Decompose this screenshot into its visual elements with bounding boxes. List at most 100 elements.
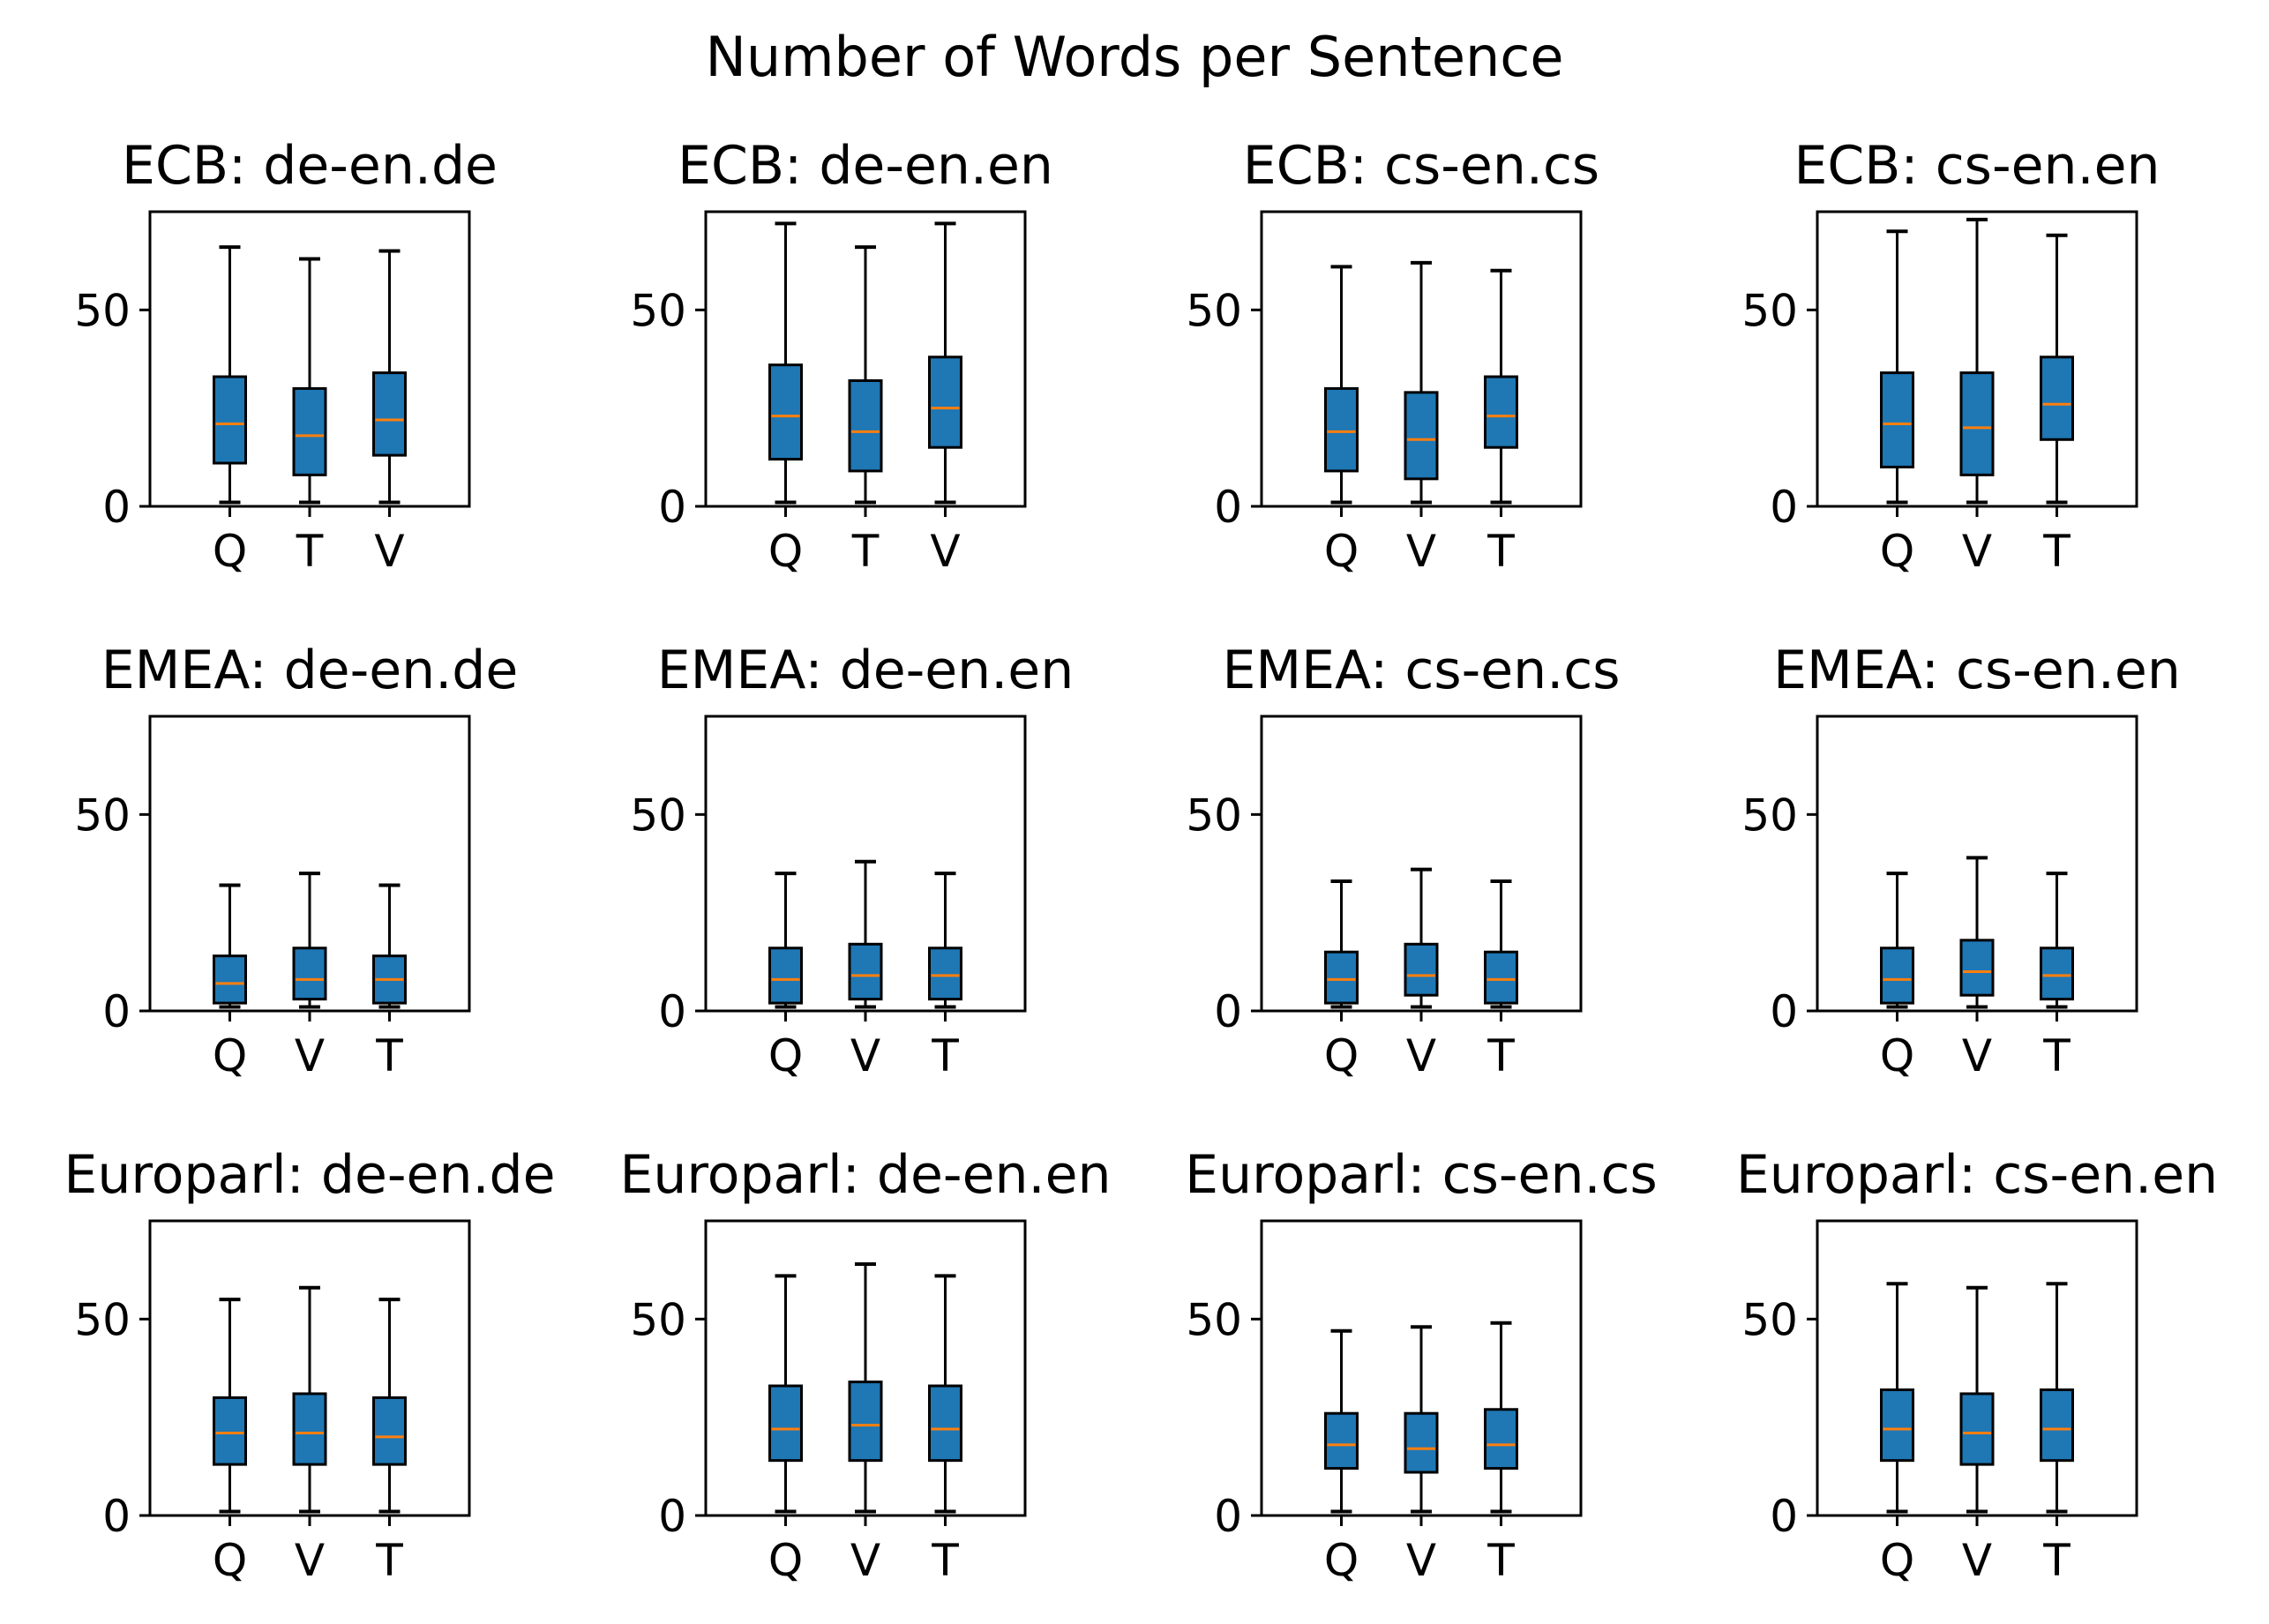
x-tick-label: Q	[213, 1030, 247, 1081]
subplot-title: EMEA: de-en.de	[101, 640, 519, 701]
y-tick-label: 0	[658, 482, 686, 533]
axes-frame	[704, 715, 1027, 1013]
x-tick-label: V	[1962, 1535, 1992, 1586]
y-tick-label: 0	[1770, 986, 1798, 1037]
y-tick-label: 50	[1741, 285, 1798, 336]
axes-frame	[1816, 210, 2138, 508]
subplot-1: ECB: de-en.de 0 50 Q T V	[74, 135, 498, 577]
subplot-title: EMEA: de-en.en	[657, 640, 1074, 701]
box-V	[1404, 867, 1439, 1009]
subplot-6: EMEA: de-en.en 0 50 Q V T	[630, 640, 1074, 1081]
x-tick-label: Q	[1324, 1030, 1359, 1081]
x-tick-label: T	[375, 1535, 403, 1586]
box-body	[1324, 950, 1359, 1005]
box-body	[1404, 1411, 1439, 1474]
subplot-title: EMEA: cs-en.cs	[1222, 640, 1620, 701]
axes-frame	[704, 210, 1027, 508]
box-body	[1484, 375, 1518, 449]
subplot-title: Europarl: de-en.de	[64, 1144, 555, 1206]
subplot-12: Europarl: cs-en.en 0 50 Q V T	[1736, 1144, 2218, 1586]
y-tick-label: 0	[658, 1491, 686, 1542]
box-Q	[1324, 265, 1359, 505]
box-T	[292, 257, 327, 505]
x-tick-label: Q	[768, 1030, 803, 1081]
box-body	[928, 1384, 962, 1463]
subplot-title: Europarl: de-en.en	[619, 1144, 1111, 1206]
x-tick-label: V	[295, 1030, 325, 1081]
y-tick-label: 50	[74, 790, 131, 841]
box-V	[848, 1261, 883, 1514]
axes-frame	[704, 1219, 1027, 1517]
x-tick-label: T	[375, 1030, 403, 1081]
box-T	[928, 872, 962, 1009]
x-tick-label: Q	[1880, 1030, 1914, 1081]
box-T	[372, 883, 407, 1009]
y-tick-label: 0	[1214, 1491, 1242, 1542]
box-body	[1959, 1392, 1995, 1466]
y-tick-label: 0	[102, 482, 131, 533]
box-body	[213, 954, 247, 1005]
box-V	[1404, 260, 1439, 505]
y-tick-label: 0	[102, 986, 131, 1037]
box-body	[213, 1396, 247, 1466]
box-body	[1404, 391, 1439, 481]
box-V	[848, 859, 883, 1009]
subplot-title: ECB: cs-en.en	[1793, 135, 2160, 197]
x-tick-label: T	[931, 1030, 959, 1081]
box-body	[768, 947, 803, 1005]
box-T	[2040, 233, 2074, 505]
subplot-title: ECB: de-en.en	[678, 135, 1053, 197]
axes-frame	[148, 1219, 471, 1517]
box-T	[1484, 268, 1518, 505]
box-body	[1880, 947, 1914, 1005]
axes-frame	[148, 210, 471, 508]
box-body	[1324, 1411, 1359, 1471]
box-T	[1484, 879, 1518, 1009]
axes-frame	[1260, 1219, 1583, 1517]
box-body	[213, 375, 247, 465]
box-V	[1959, 217, 1995, 505]
box-Q	[213, 245, 247, 505]
box-body	[292, 947, 327, 1001]
x-tick-label: V	[1406, 1030, 1436, 1081]
x-tick-label: T	[1486, 1030, 1515, 1081]
y-tick-label: 50	[1741, 790, 1798, 841]
x-tick-label: Q	[213, 1535, 247, 1586]
x-tick-label: V	[295, 1535, 325, 1586]
subplot-10: Europarl: de-en.en 0 50 Q V T	[619, 1144, 1111, 1586]
x-tick-label: T	[2042, 526, 2071, 577]
subplot-5: EMEA: de-en.de 0 50 Q V T	[74, 640, 518, 1081]
box-body	[292, 1392, 327, 1466]
subplot-9: Europarl: de-en.de 0 50 Q V T	[64, 1144, 555, 1586]
x-tick-label: V	[930, 526, 960, 577]
axes-frame	[148, 715, 471, 1013]
box-body	[1959, 371, 1995, 476]
box-T	[2040, 872, 2074, 1009]
box-body	[292, 386, 327, 476]
box-V	[928, 221, 962, 505]
axes-frame	[1816, 1219, 2138, 1517]
box-body	[372, 1396, 407, 1466]
subplot-7: EMEA: cs-en.cs 0 50 Q V T	[1186, 640, 1620, 1081]
box-V	[1404, 1325, 1439, 1514]
subplot-2: ECB: de-en.en 0 50 Q T V	[630, 135, 1053, 577]
subplot-title: Europarl: cs-en.en	[1736, 1144, 2218, 1206]
box-body	[1880, 1388, 1914, 1463]
box-V	[1959, 1285, 1995, 1514]
x-tick-label: V	[1962, 1030, 1992, 1081]
y-tick-label: 50	[1741, 1294, 1798, 1345]
axes-frame	[1260, 715, 1583, 1013]
axes-frame	[1260, 210, 1583, 508]
box-V	[292, 872, 327, 1009]
x-tick-label: Q	[1324, 1535, 1359, 1586]
subplot-title: ECB: de-en.de	[122, 135, 498, 197]
box-body	[928, 355, 962, 449]
y-tick-label: 50	[630, 790, 686, 841]
x-tick-label: T	[2042, 1030, 2071, 1081]
box-body	[768, 1384, 803, 1463]
x-tick-label: T	[2042, 1535, 2071, 1586]
box-Q	[213, 883, 247, 1009]
box-body	[2040, 355, 2074, 441]
